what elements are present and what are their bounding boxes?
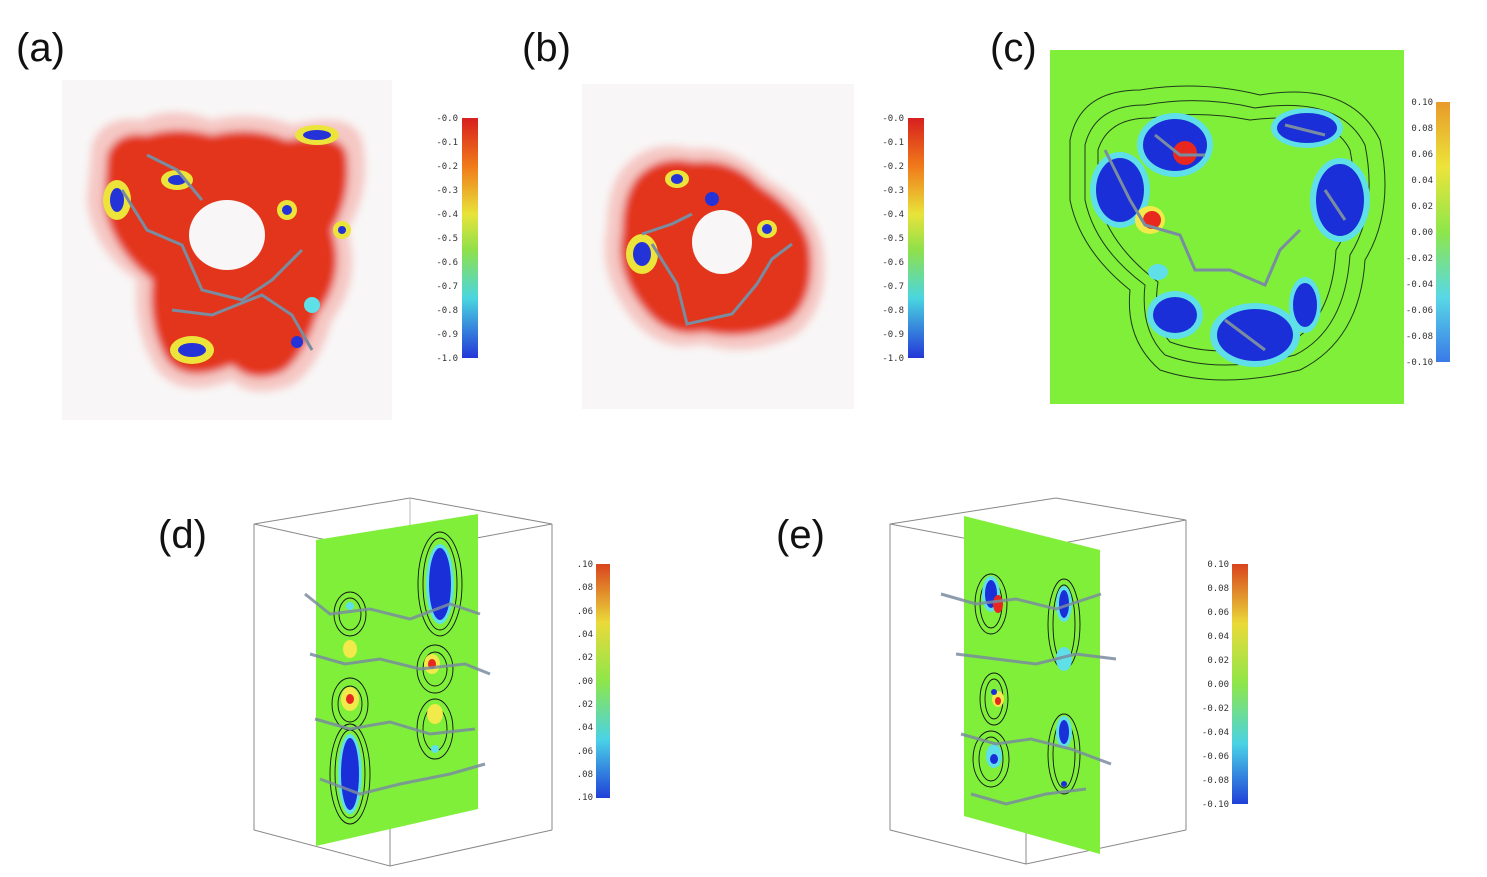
colorbar-tick: -0.5	[882, 234, 904, 244]
colorbar-a: -0.0 -0.1 -0.2 -0.3 -0.4 -0.5 -0.6 -0.7 …	[436, 114, 478, 364]
colorbar-tick: 0.10	[1411, 98, 1433, 108]
colorbar-tick: 0.00	[1411, 228, 1433, 238]
colorbar-tick: 0.04	[1411, 176, 1433, 186]
colorbar-tick: -0.1	[882, 138, 904, 148]
panel-label-d: (d)	[158, 513, 207, 557]
colorbar-tick: .08	[577, 770, 593, 780]
slice-plane	[964, 516, 1100, 854]
colorbar-tick: -0.2	[882, 162, 904, 172]
panel-label-b: (b)	[522, 26, 571, 70]
slab-view-e	[889, 497, 1187, 865]
colorbar-tick: -1.0	[436, 354, 458, 364]
colorbar-tick: .08	[577, 583, 593, 593]
colorbar-tick: -1.0	[882, 354, 904, 364]
colorbar-tick: .02	[577, 700, 593, 710]
colorbar-tick: -0.4	[436, 210, 458, 220]
colorbar-b-ticks: -0.0 -0.1 -0.2 -0.3 -0.4 -0.5 -0.6 -0.7 …	[882, 114, 904, 364]
slab-view-d	[253, 497, 553, 867]
density-map-a	[62, 80, 392, 420]
colorbar-tick: -0.9	[882, 330, 904, 340]
colorbar-tick: -0.3	[436, 186, 458, 196]
colorbar-tick: -0.9	[436, 330, 458, 340]
colorbar-tick: -0.10	[1202, 800, 1229, 808]
colorbar-tick: -0.7	[882, 282, 904, 292]
colorbar-c-ticks: 0.10 0.08 0.06 0.04 0.02 0.00 -0.02 -0.0…	[1406, 98, 1433, 368]
colorbar-tick: 0.02	[1207, 656, 1229, 666]
colorbar-c: 0.10 0.08 0.06 0.04 0.02 0.00 -0.02 -0.0…	[1406, 98, 1450, 368]
colorbar-tick: -0.08	[1202, 776, 1229, 786]
colorbar-tick: .06	[577, 607, 593, 617]
colorbar-tick: 0.00	[1207, 680, 1229, 690]
colorbar-tick: -0.6	[882, 258, 904, 268]
colorbar-tick: -0.04	[1406, 280, 1433, 290]
colorbar-tick: .04	[577, 630, 593, 640]
colorbar-tick: -0.02	[1406, 254, 1433, 264]
panel-label-a: (a)	[16, 26, 65, 70]
colorbar-tick: .10	[577, 560, 593, 570]
colorbar-tick: 0.10	[1207, 560, 1229, 570]
colorbar-tick: .02	[577, 653, 593, 663]
colorbar-tick: -0.7	[436, 282, 458, 292]
colorbar-tick: -0.06	[1406, 306, 1433, 316]
colorbar-tick: .10	[577, 793, 593, 803]
colorbar-tick: .06	[577, 747, 593, 757]
colorbar-tick: 0.04	[1207, 632, 1229, 642]
colorbar-tick: 0.02	[1411, 202, 1433, 212]
colorbar-tick: -0.1	[436, 138, 458, 148]
colorbar-tick: -0.8	[882, 306, 904, 316]
colorbar-d-ticks: .10 .08 .06 .04 .02 .00 .02 .04 .06 .08 …	[577, 560, 593, 803]
colorbar-e: 0.10 0.08 0.06 0.04 0.02 0.00 -0.02 -0.0…	[1202, 560, 1248, 808]
colorbar-tick: -0.04	[1202, 728, 1229, 738]
colorbar-b: -0.0 -0.1 -0.2 -0.3 -0.4 -0.5 -0.6 -0.7 …	[882, 114, 924, 364]
panel-label-c: (c)	[990, 26, 1037, 70]
colorbar-tick: .04	[577, 723, 593, 733]
colorbar-tick: -0.0	[436, 114, 458, 124]
difference-map-c	[1050, 50, 1404, 404]
colorbar-tick: -0.3	[882, 186, 904, 196]
colorbar-tick: 0.06	[1411, 150, 1433, 160]
colorbar-tick: 0.08	[1207, 584, 1229, 594]
colorbar-tick: -0.0	[882, 114, 904, 124]
panel-label-e: (e)	[776, 513, 825, 557]
colorbar-tick: -0.02	[1202, 704, 1229, 714]
colorbar-tick: -0.10	[1406, 358, 1433, 368]
colorbar-e-ticks: 0.10 0.08 0.06 0.04 0.02 0.00 -0.02 -0.0…	[1202, 560, 1229, 808]
colorbar-tick: .00	[577, 677, 593, 687]
colorbar-tick: -0.08	[1406, 332, 1433, 342]
colorbar-tick: -0.2	[436, 162, 458, 172]
colorbar-tick: 0.06	[1207, 608, 1229, 618]
colorbar-tick: 0.08	[1411, 124, 1433, 134]
colorbar-tick: -0.6	[436, 258, 458, 268]
colorbar-tick: -0.4	[882, 210, 904, 220]
density-map-b	[582, 84, 854, 409]
colorbar-d: .10 .08 .06 .04 .02 .00 .02 .04 .06 .08 …	[577, 560, 610, 803]
colorbar-tick: -0.8	[436, 306, 458, 316]
colorbar-tick: -0.06	[1202, 752, 1229, 762]
colorbar-tick: -0.5	[436, 234, 458, 244]
colorbar-a-ticks: -0.0 -0.1 -0.2 -0.3 -0.4 -0.5 -0.6 -0.7 …	[436, 114, 458, 364]
